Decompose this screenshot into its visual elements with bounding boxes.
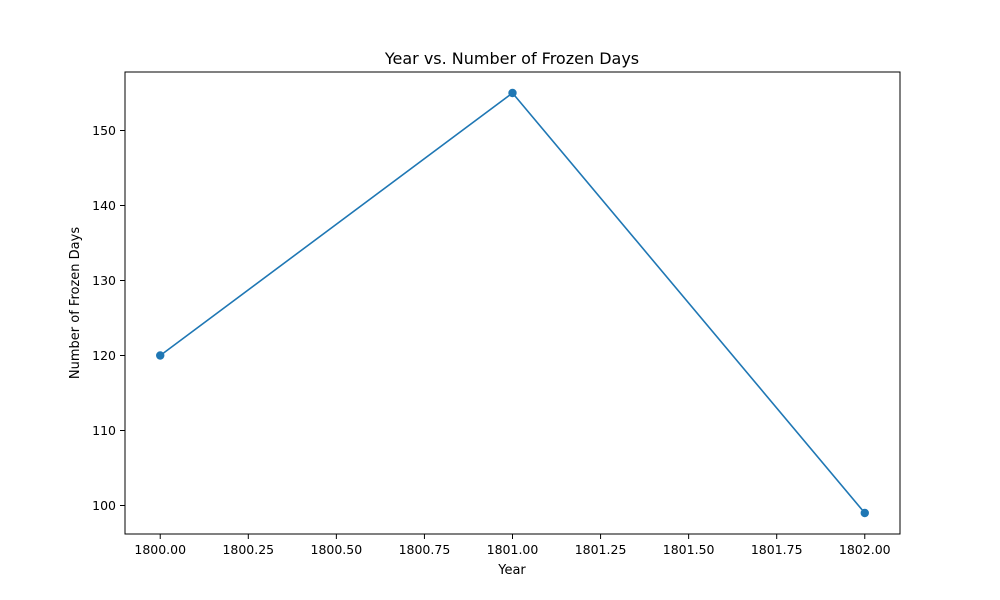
x-tick-label: 1800.25 xyxy=(222,542,274,557)
data-point xyxy=(156,351,165,360)
plot-area-frame xyxy=(124,71,901,535)
y-tick-label: 130 xyxy=(92,273,116,288)
x-tick-label: 1800.75 xyxy=(399,542,451,557)
data-point xyxy=(508,88,517,98)
y-tick-label: 150 xyxy=(92,123,116,138)
x-tick-label: 1801.50 xyxy=(663,542,715,557)
y-tick-label: 110 xyxy=(92,423,116,438)
x-tick-label: 1800.00 xyxy=(134,542,186,557)
x-tick-label: 1801.75 xyxy=(751,542,803,557)
x-tick-label: 1801.00 xyxy=(487,542,539,557)
x-tick-label: 1800.50 xyxy=(311,542,363,557)
y-tick-label: 140 xyxy=(92,198,116,213)
data-point xyxy=(860,508,869,518)
x-axis-label: Year xyxy=(497,563,526,578)
x-tick-label: 1802.00 xyxy=(839,542,891,557)
x-axis-ticks: 1800.00 1800.25 1800.50 1800.75 1801.00 1801.… xyxy=(134,534,891,557)
y-axis-ticks: 100 110 120 130 140 150 xyxy=(92,123,125,513)
y-tick-label: 120 xyxy=(92,348,116,363)
x-tick-label: 1801.25 xyxy=(575,542,627,557)
y-axis-label: Number of Frozen Days xyxy=(68,227,83,379)
series-layer xyxy=(156,88,869,518)
y-tick-label: 100 xyxy=(92,498,116,513)
chart-title: Year vs. Number of Frozen Days xyxy=(384,49,639,68)
